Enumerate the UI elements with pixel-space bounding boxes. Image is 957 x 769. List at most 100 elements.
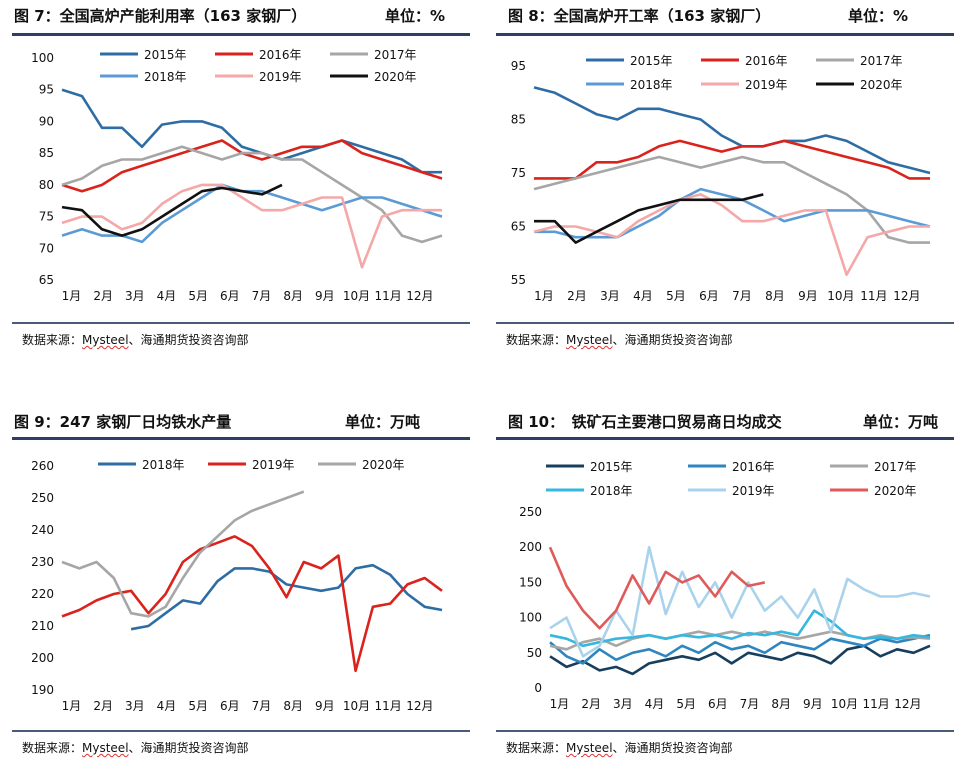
series-line-2019年 <box>549 545 931 658</box>
x-tick-label: 12月 <box>406 289 433 303</box>
x-tick-label: 1月 <box>550 697 570 711</box>
chart-title: 图 9：247 家钢厂日均铁水产量 <box>14 413 232 431</box>
x-tick-label: 8月 <box>765 289 785 303</box>
y-tick-label: 95 <box>511 59 526 73</box>
x-tick-label: 4月 <box>157 699 177 713</box>
legend-label: 2020年 <box>874 484 917 498</box>
source-org: 、海通期货投资咨询部 <box>612 333 733 347</box>
top-rule <box>12 437 470 440</box>
y-tick-label: 100 <box>519 611 542 625</box>
y-tick-label: 260 <box>31 459 54 473</box>
x-tick-label: 3月 <box>613 697 633 711</box>
data-source: 数据来源：Mysteel、海通期货投资咨询部 <box>22 739 249 756</box>
legend-label: 2015年 <box>144 48 187 62</box>
legend-label: 2018年 <box>144 70 187 84</box>
y-tick-label: 0 <box>534 681 542 695</box>
top-rule <box>496 33 954 36</box>
y-tick-label: 250 <box>519 505 542 519</box>
legend-label: 2019年 <box>745 78 788 92</box>
x-tick-label: 4月 <box>157 289 177 303</box>
x-tick-label: 6月 <box>699 289 719 303</box>
x-tick-label: 2月 <box>93 699 113 713</box>
series-line-2019年 <box>533 193 930 276</box>
legend-label: 2019年 <box>259 70 302 84</box>
source-org: 、海通期货投资咨询部 <box>128 741 249 755</box>
x-tick-label: 9月 <box>798 289 818 303</box>
x-tick-label: 5月 <box>188 699 208 713</box>
x-tick-label: 6月 <box>220 289 240 303</box>
series-line-2020年 <box>61 183 283 237</box>
source-org: 、海通期货投资咨询部 <box>128 333 249 347</box>
top-rule <box>496 437 954 440</box>
legend-label: 2018年 <box>142 458 185 472</box>
source-brand: Mysteel <box>566 741 613 755</box>
panel-hot-metal-output: 图 9：247 家钢厂日均铁水产量 单位：万吨 190 200 210 220 230 2… <box>0 404 478 769</box>
legend-label: 2019年 <box>732 484 775 498</box>
source-org: 、海通期货投资咨询部 <box>612 741 733 755</box>
y-tick-label: 70 <box>39 241 54 255</box>
y-tick-label: 200 <box>519 540 542 554</box>
y-tick-label: 80 <box>39 178 54 192</box>
legend-label: 2017年 <box>374 48 417 62</box>
y-tick-label: 85 <box>511 113 526 127</box>
series-line-2020年 <box>534 193 764 244</box>
x-tick-label: 1月 <box>534 289 554 303</box>
chart-unit: 单位：% <box>848 7 909 25</box>
chart-unit: 单位：万吨 <box>863 413 939 431</box>
x-tick-label: 8月 <box>283 699 303 713</box>
legend-label: 2017年 <box>860 54 903 68</box>
legend-label: 2016年 <box>259 48 302 62</box>
x-tick-label: 9月 <box>315 289 335 303</box>
series-line-2019年 <box>61 183 442 269</box>
x-tick-label: 10月 <box>827 289 854 303</box>
legend-label: 2020年 <box>374 70 417 84</box>
y-tick-label: 210 <box>31 619 54 633</box>
line-chart-operating: 55 65 75 85 95 1月 2月 3月 4月 5月 6月 7月 8月 9月 10月 11月 12月 201… <box>511 54 931 303</box>
series-line-2019年 <box>61 535 443 673</box>
line-chart-hot-metal: 190 200 210 220 230 240 250 260 1月 2月 3月 4月 5月 6月 7月 8月… <box>31 458 443 713</box>
x-tick-label: 5月 <box>676 697 696 711</box>
series-line-2015年 <box>549 644 931 676</box>
x-tick-label: 7月 <box>252 289 272 303</box>
y-tick-label: 50 <box>527 646 542 660</box>
series-line-2020年 <box>61 490 305 618</box>
x-tick-label: 6月 <box>220 699 240 713</box>
legend-label: 2018年 <box>630 78 673 92</box>
series-line-2017年 <box>533 155 930 244</box>
x-tick-label: 8月 <box>283 289 303 303</box>
source-brand: Mysteel <box>82 741 129 755</box>
series-line-2018年 <box>549 609 931 648</box>
series-line-2016年 <box>549 633 931 665</box>
line-chart-iron-ore: 0 50 100 150 200 250 1月 2月 3月 4月 5月 6月 7月 8月 9月 10月 11月 1… <box>519 460 931 711</box>
y-tick-label: 90 <box>39 114 54 128</box>
series-line-2015年 <box>61 88 442 174</box>
x-tick-label: 12月 <box>894 697 921 711</box>
x-tick-label: 5月 <box>666 289 686 303</box>
panel-capacity-utilization: 图 7：全国高炉产能利用率（163 家钢厂） 单位：% 65 70 75 80 85 90… <box>0 0 478 370</box>
series-line-2017年 <box>61 145 443 244</box>
x-tick-label: 2月 <box>567 289 587 303</box>
source-brand: Mysteel <box>82 333 129 347</box>
source-label: 数据来源： <box>506 741 567 755</box>
x-tick-label: 11月 <box>375 289 402 303</box>
x-tick-label: 3月 <box>125 289 145 303</box>
x-tick-label: 7月 <box>252 699 272 713</box>
x-tick-label: 10月 <box>831 697 858 711</box>
panel-iron-ore-trading: 图 10： 铁矿石主要港口贸易商日均成交 单位：万吨 0 50 100 150 200 2… <box>478 404 957 769</box>
y-tick-label: 65 <box>511 220 526 234</box>
legend-label: 2016年 <box>732 460 775 474</box>
x-tick-label: 12月 <box>406 699 433 713</box>
y-tick-label: 95 <box>39 83 54 97</box>
bottom-rule <box>496 730 954 732</box>
x-tick-label: 11月 <box>375 699 402 713</box>
source-label: 数据来源： <box>22 741 83 755</box>
chart-unit: 单位：% <box>385 7 446 25</box>
y-tick-label: 190 <box>31 683 54 697</box>
y-tick-label: 150 <box>519 575 542 589</box>
x-tick-label: 7月 <box>732 289 752 303</box>
chart-title: 图 7：全国高炉产能利用率（163 家钢厂） <box>14 7 307 25</box>
legend-label: 2018年 <box>590 484 633 498</box>
chart-unit: 单位：万吨 <box>345 413 421 431</box>
x-tick-label: 1月 <box>62 699 82 713</box>
line-chart-capacity: 65 70 75 80 85 90 95 100 1月 2月 3月 4月 5月 6月 7月 8月 9月 10月 11… <box>31 48 443 303</box>
